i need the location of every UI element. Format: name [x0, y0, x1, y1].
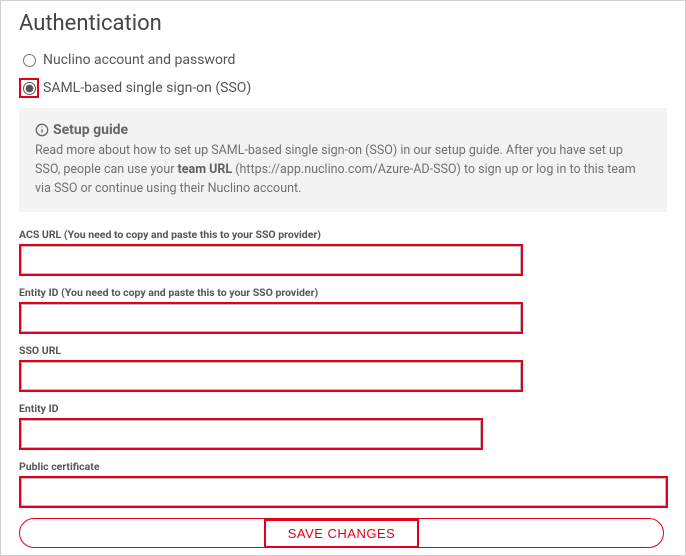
auth-option-saml[interactable]: SAML-based single sign-on (SSO)	[19, 78, 667, 98]
sso-url-label: SSO URL	[19, 344, 667, 357]
setup-guide-box: Setup guide Read more about how to set u…	[19, 108, 667, 212]
entity-id-highlight	[19, 418, 483, 450]
auth-option-nuclino[interactable]: Nuclino account and password	[19, 50, 667, 70]
team-url-label: team URL	[178, 162, 233, 177]
save-changes-label: SAVE CHANGES	[264, 519, 420, 548]
radio-nuclino[interactable]	[23, 54, 36, 67]
field-entity-id-copy: Entity ID (You need to copy and paste th…	[19, 286, 667, 334]
acs-url-input[interactable]	[21, 246, 521, 274]
public-cert-highlight	[19, 476, 668, 508]
acs-url-highlight	[19, 244, 523, 276]
radio-wrap-nuclino	[19, 50, 39, 70]
entity-id-copy-highlight	[19, 302, 523, 334]
entity-id-label: Entity ID	[19, 402, 667, 415]
radio-wrap-saml	[19, 78, 39, 98]
public-cert-label: Public certificate	[19, 460, 667, 473]
radio-saml-label: SAML-based single sign-on (SSO)	[43, 80, 251, 96]
save-changes-button[interactable]: SAVE CHANGES	[19, 518, 664, 548]
field-public-cert: Public certificate	[19, 460, 667, 508]
acs-url-label: ACS URL (You need to copy and paste this…	[19, 228, 667, 241]
info-icon	[35, 123, 49, 137]
field-sso-url: SSO URL	[19, 344, 667, 392]
save-row: SAVE CHANGES	[19, 518, 667, 548]
sso-url-input[interactable]	[21, 362, 521, 390]
field-acs-url: ACS URL (You need to copy and paste this…	[19, 228, 667, 276]
setup-guide-heading-text: Setup guide	[53, 122, 128, 138]
setup-guide-text: Read more about how to set up SAML-based…	[35, 142, 651, 198]
sso-url-highlight	[19, 360, 523, 392]
entity-id-copy-input[interactable]	[21, 304, 521, 332]
setup-guide-heading: Setup guide	[35, 122, 651, 138]
public-cert-input[interactable]	[21, 478, 666, 506]
entity-id-copy-label: Entity ID (You need to copy and paste th…	[19, 286, 667, 299]
radio-nuclino-label: Nuclino account and password	[43, 52, 235, 68]
entity-id-input[interactable]	[21, 420, 481, 448]
page-title: Authentication	[19, 11, 667, 36]
radio-saml[interactable]	[23, 82, 36, 95]
field-entity-id: Entity ID	[19, 402, 667, 450]
